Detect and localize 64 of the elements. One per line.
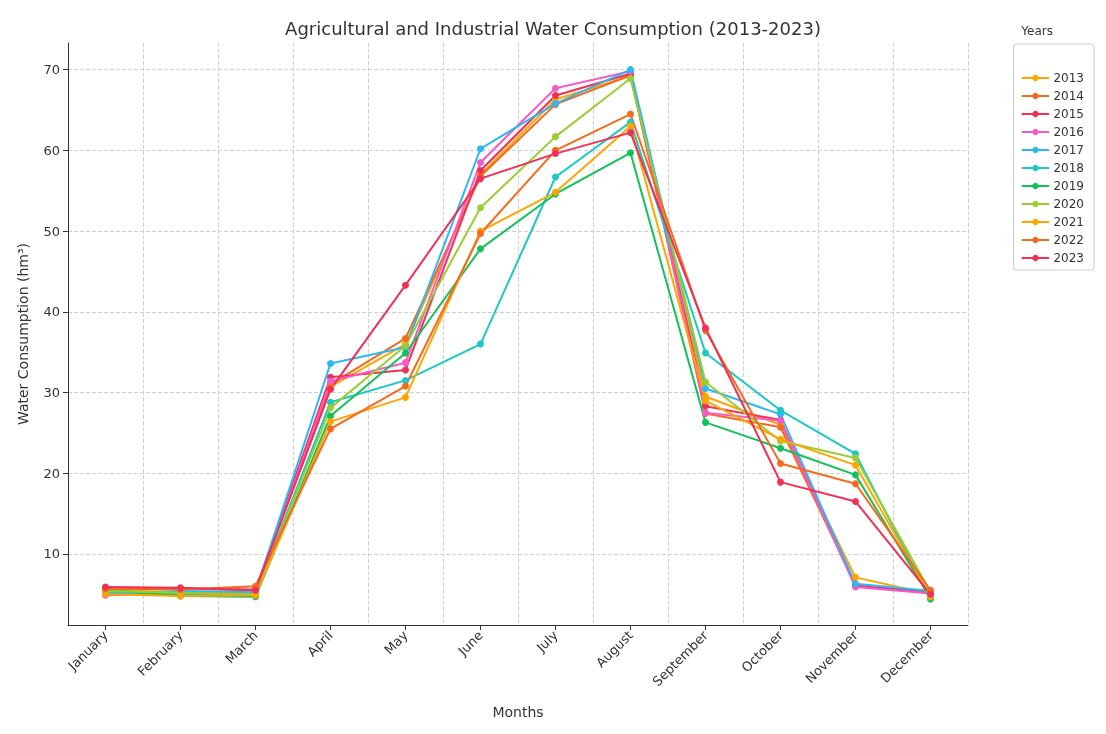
legend-label: 2018 (1053, 161, 1085, 175)
point (852, 471, 859, 479)
point (402, 366, 409, 374)
chart-title: Agricultural and Industrial Water Consumption (2013-2023) (285, 17, 821, 39)
point (777, 444, 784, 452)
point (327, 418, 334, 426)
point (477, 245, 484, 253)
point (777, 478, 784, 486)
point (552, 91, 559, 99)
y-tick-label: 70 (43, 62, 60, 78)
point (627, 110, 634, 118)
point (402, 334, 409, 342)
point (852, 461, 859, 469)
x-axis-title: Months (492, 704, 544, 720)
point (702, 378, 709, 386)
point (327, 359, 334, 367)
legend-label: 2019 (1053, 179, 1085, 193)
point (552, 84, 559, 92)
point (402, 349, 409, 357)
y-tick-label: 50 (43, 223, 60, 239)
point (702, 349, 709, 357)
point (777, 406, 784, 414)
point (852, 498, 859, 505)
point (702, 397, 709, 405)
legend-label: 2015 (1053, 107, 1085, 121)
y-tick-label: 40 (43, 304, 60, 320)
legend-label: 2020 (1053, 197, 1085, 211)
point (477, 167, 484, 175)
point (402, 359, 409, 367)
point (477, 340, 484, 348)
point (477, 204, 484, 212)
legend-label: 2014 (1053, 89, 1085, 103)
legend-label: 2016 (1053, 125, 1085, 139)
point (852, 480, 859, 488)
point (552, 133, 559, 141)
point (627, 129, 634, 137)
point (702, 384, 709, 392)
point (552, 150, 559, 158)
point (402, 382, 409, 390)
point (477, 145, 484, 153)
point (777, 460, 784, 468)
point (402, 393, 409, 401)
point (702, 418, 709, 426)
point (627, 149, 634, 157)
legend-label: 2021 (1053, 215, 1085, 229)
point (327, 425, 334, 433)
point (852, 454, 859, 462)
legend-label: 2022 (1053, 233, 1085, 247)
point (702, 402, 709, 410)
y-tick-label: 60 (43, 142, 60, 158)
y-axis-title: Water Consumption (hm³) (15, 242, 31, 426)
legend-label: 2013 (1053, 71, 1085, 85)
point (327, 412, 334, 420)
legend-title: Years (1020, 24, 1054, 38)
y-tick-label: 10 (43, 546, 60, 562)
y-tick-label: 30 (43, 385, 60, 401)
point (627, 122, 634, 130)
y-tick-label: 20 (43, 465, 60, 481)
legend-label: 2017 (1053, 143, 1085, 157)
point (552, 173, 559, 181)
point (477, 158, 484, 166)
point (327, 404, 334, 412)
legend-label: 2023 (1053, 251, 1085, 265)
point (402, 281, 409, 289)
